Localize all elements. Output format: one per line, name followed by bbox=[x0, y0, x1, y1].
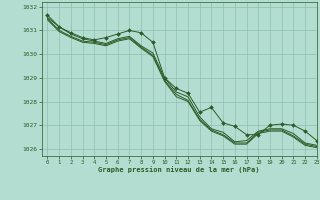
X-axis label: Graphe pression niveau de la mer (hPa): Graphe pression niveau de la mer (hPa) bbox=[99, 167, 260, 173]
